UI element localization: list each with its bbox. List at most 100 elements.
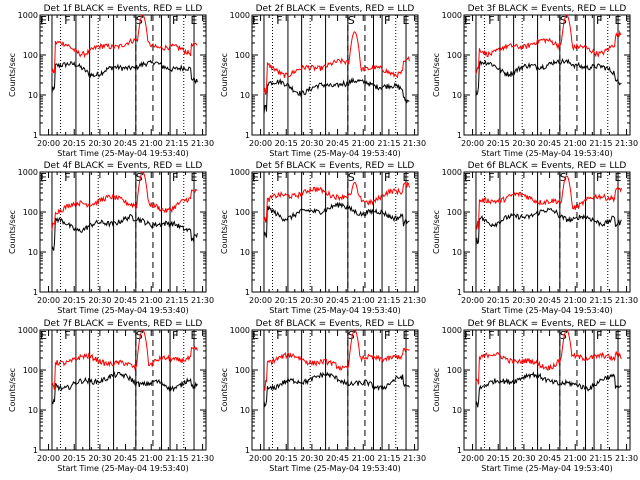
interval-label: F	[172, 329, 178, 342]
y-tick-label: 1	[245, 131, 250, 140]
x-tick-label: 21:30	[403, 454, 426, 463]
x-tick-label: 20:00	[249, 296, 272, 305]
interval-label: E	[464, 14, 471, 27]
x-tick-label: 21:00	[140, 296, 163, 305]
panel-title: Det 8f BLACK = Events, RED = LLD	[256, 319, 415, 329]
x-tick-label: 20:30	[300, 296, 323, 305]
x-tick-label: 20:15	[275, 296, 298, 305]
y-tick-label: 1000	[442, 168, 462, 177]
panel-title: Det 9f BLACK = Events, RED = LLD	[468, 319, 627, 329]
plot-frame	[39, 171, 207, 293]
interval-label: E	[615, 171, 622, 184]
y-tick-label: 100	[447, 51, 462, 60]
y-tick-label: 1000	[18, 11, 38, 20]
series-lld-line	[475, 175, 622, 231]
y-tick-label: 1	[33, 446, 38, 455]
y-tick-label: 100	[235, 366, 250, 375]
x-tick-label: 20:00	[249, 139, 272, 148]
y-tick-label: 1	[245, 288, 250, 297]
x-tick-label: 20:45	[326, 139, 349, 148]
x-tick-label: 21:15	[589, 139, 612, 148]
x-tick-label: 20:15	[63, 296, 86, 305]
interval-label: E	[464, 171, 471, 184]
x-tick-label: 20:30	[512, 454, 535, 463]
y-tick-label: 1000	[442, 326, 462, 335]
y-axis-title: Counts/sec	[220, 210, 229, 254]
panel-5: Det 5f BLACK = Events, RED = LLD 1 10 100 10…	[220, 161, 426, 315]
interval-label: S	[560, 14, 567, 27]
panel-title: Det 2f BLACK = Events, RED = LLD	[256, 4, 415, 14]
interval-label: E	[40, 171, 47, 184]
y-tick-label: 10	[452, 248, 462, 257]
interval-label: E	[252, 329, 259, 342]
y-tick-label: 1000	[18, 326, 38, 335]
y-tick-label: 1	[245, 446, 250, 455]
plot-frame	[251, 329, 419, 451]
interval-label: E	[403, 14, 410, 27]
y-tick-label: 1000	[230, 168, 250, 177]
x-tick-label: 21:15	[377, 454, 400, 463]
x-tick-label: 21:00	[564, 296, 587, 305]
x-tick-label: 20:15	[275, 139, 298, 148]
y-axis-title: Counts/sec	[432, 210, 441, 254]
x-tick-label: 21:30	[191, 454, 214, 463]
panel-6: Det 6f BLACK = Events, RED = LLD 1 10 100 10…	[432, 161, 638, 315]
y-tick-label: 1000	[230, 11, 250, 20]
panel-title: Det 1f BLACK = Events, RED = LLD	[44, 4, 203, 14]
interval-label: S	[136, 329, 143, 342]
x-tick-label: 21:00	[564, 139, 587, 148]
series-events-line	[263, 76, 410, 115]
x-tick-label: 20:00	[249, 454, 272, 463]
series-events-line	[51, 370, 198, 405]
interval-label: F	[276, 171, 282, 184]
x-tick-label: 20:15	[487, 296, 510, 305]
interval-label: S	[136, 171, 143, 184]
interval-label: S	[560, 329, 567, 342]
interval-label: F	[596, 171, 602, 184]
panel-3: Det 3f BLACK = Events, RED = LLD 1 10 100 10…	[432, 4, 638, 158]
interval-label: F	[172, 171, 178, 184]
y-tick-label: 1000	[442, 11, 462, 20]
y-axis-title: Counts/sec	[8, 53, 17, 97]
y-tick-label: 100	[23, 366, 38, 375]
panel-title: Det 7f BLACK = Events, RED = LLD	[44, 319, 203, 329]
plot-frame	[251, 171, 419, 293]
interval-label: E	[191, 171, 198, 184]
plot-frame	[463, 171, 631, 293]
x-tick-label: 20:15	[275, 454, 298, 463]
x-tick-label: 21:30	[403, 296, 426, 305]
y-axis-title: Counts/sec	[432, 368, 441, 412]
interval-label: E	[403, 329, 410, 342]
x-axis-title: Start Time (25-May-04 19:53:40)	[481, 306, 612, 315]
x-tick-label: 20:00	[461, 139, 484, 148]
x-tick-label: 21:15	[165, 454, 188, 463]
plot-frame	[251, 14, 419, 136]
interval-label: E	[191, 14, 198, 27]
x-axis-title: Start Time (25-May-04 19:53:40)	[57, 149, 188, 158]
x-tick-label: 20:30	[512, 139, 535, 148]
interval-label: E	[252, 171, 259, 184]
panel-2: Det 2f BLACK = Events, RED = LLD 1 10 100 10…	[220, 4, 426, 158]
y-tick-label: 1000	[230, 326, 250, 335]
x-tick-label: 20:15	[487, 139, 510, 148]
y-tick-label: 10	[28, 91, 38, 100]
y-axis-title: Counts/sec	[8, 210, 17, 254]
x-tick-label: 21:30	[191, 139, 214, 148]
x-tick-label: 21:15	[589, 296, 612, 305]
y-tick-label: 1	[457, 288, 462, 297]
interval-label: F	[276, 329, 282, 342]
x-tick-label: 20:30	[300, 139, 323, 148]
x-tick-label: 21:30	[615, 296, 638, 305]
x-axis-title: Start Time (25-May-04 19:53:40)	[269, 306, 400, 315]
y-tick-label: 1	[33, 131, 38, 140]
panel-title: Det 5f BLACK = Events, RED = LLD	[256, 161, 415, 171]
x-tick-label: 21:15	[589, 454, 612, 463]
series-events-line	[263, 201, 410, 238]
series-lld-line	[263, 31, 410, 95]
x-tick-label: 21:30	[403, 139, 426, 148]
x-axis-title: Start Time (25-May-04 19:53:40)	[269, 464, 400, 473]
x-tick-label: 20:15	[63, 454, 86, 463]
panel-1: Det 1f BLACK = Events, RED = LLD 1 10 100 10…	[8, 4, 214, 158]
x-tick-label: 21:15	[165, 139, 188, 148]
